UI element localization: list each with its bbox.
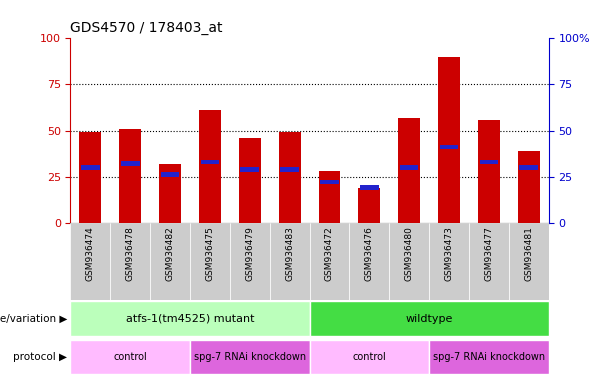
Bar (478, 119, 500, 223)
Bar (310, 223, 349, 300)
Text: GSM936474: GSM936474 (86, 226, 95, 281)
Bar (519, 165, 538, 170)
Bar (429, 340, 549, 374)
Bar (190, 223, 230, 300)
Bar (110, 223, 150, 300)
Text: GSM936472: GSM936472 (325, 226, 334, 281)
Bar (280, 167, 299, 172)
Text: spg-7 RNAi knockdown: spg-7 RNAi knockdown (194, 352, 306, 362)
Bar (359, 188, 380, 223)
Bar (70, 301, 310, 336)
Bar (319, 171, 340, 223)
Bar (320, 180, 339, 184)
Bar (310, 340, 429, 374)
Bar (200, 160, 219, 164)
Bar (240, 167, 259, 172)
Bar (161, 172, 180, 177)
Bar (120, 129, 141, 223)
Bar (429, 223, 469, 300)
Text: GSM936480: GSM936480 (405, 226, 414, 281)
Bar (279, 132, 300, 223)
Text: spg-7 RNAi knockdown: spg-7 RNAi knockdown (433, 352, 545, 362)
Bar (80, 132, 101, 223)
Text: GSM936473: GSM936473 (444, 226, 454, 281)
Bar (509, 223, 549, 300)
Bar (400, 165, 419, 170)
Text: wildtype: wildtype (405, 314, 453, 324)
Bar (70, 223, 110, 300)
Bar (479, 160, 498, 164)
Bar (398, 118, 420, 223)
Bar (440, 145, 459, 149)
Bar (81, 165, 100, 170)
Bar (150, 223, 190, 300)
Bar (360, 185, 379, 190)
Text: GDS4570 / 178403_at: GDS4570 / 178403_at (70, 21, 223, 35)
Bar (230, 223, 270, 300)
Text: GSM936476: GSM936476 (365, 226, 374, 281)
Text: genotype/variation ▶: genotype/variation ▶ (0, 314, 67, 324)
Bar (270, 223, 310, 300)
Text: GSM936478: GSM936478 (126, 226, 135, 281)
Bar (239, 138, 261, 223)
Text: GSM936481: GSM936481 (524, 226, 533, 281)
Text: GSM936475: GSM936475 (205, 226, 215, 281)
Bar (389, 223, 429, 300)
Bar (518, 151, 539, 223)
Text: protocol ▶: protocol ▶ (13, 352, 67, 362)
Text: GSM936483: GSM936483 (285, 226, 294, 281)
Bar (199, 110, 221, 223)
Bar (159, 164, 181, 223)
Text: control: control (113, 352, 147, 362)
Bar (70, 340, 190, 374)
Text: GSM936477: GSM936477 (484, 226, 493, 281)
Text: control: control (352, 352, 386, 362)
Bar (349, 223, 389, 300)
Bar (469, 223, 509, 300)
Bar (190, 340, 310, 374)
Bar (121, 161, 140, 166)
Bar (310, 301, 549, 336)
Text: GSM936479: GSM936479 (245, 226, 254, 281)
Text: atfs-1(tm4525) mutant: atfs-1(tm4525) mutant (126, 314, 254, 324)
Text: GSM936482: GSM936482 (166, 226, 175, 281)
Bar (438, 57, 460, 223)
